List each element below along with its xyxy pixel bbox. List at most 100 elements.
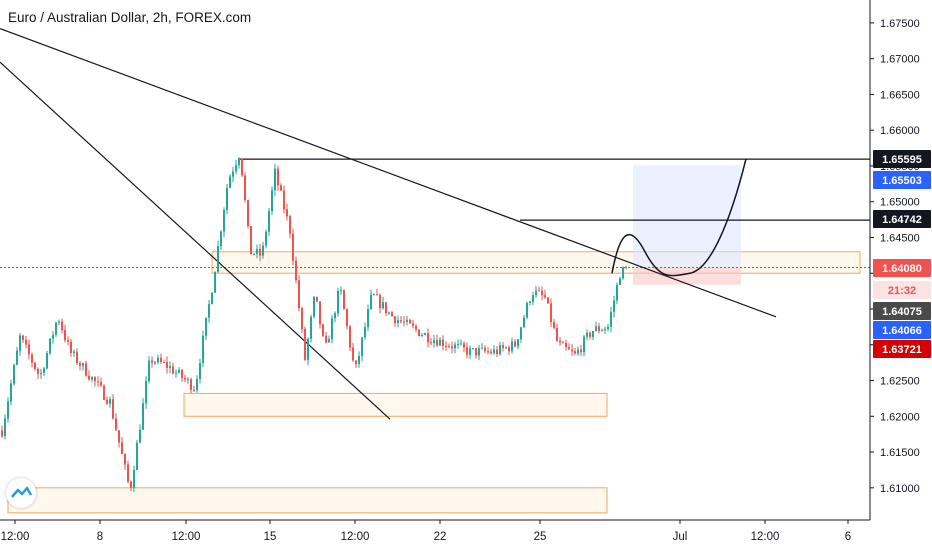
candle-body xyxy=(61,321,63,330)
candle-body xyxy=(202,335,204,364)
candle-body xyxy=(463,343,465,348)
candle-body xyxy=(406,319,408,323)
candle-body xyxy=(547,297,549,304)
candle-body xyxy=(610,312,612,327)
candle-body xyxy=(76,351,78,364)
candle-body xyxy=(256,249,258,254)
candle-body xyxy=(181,369,183,378)
position-target-area xyxy=(633,165,741,268)
candle-body xyxy=(487,351,489,353)
x-tick-label: Jul xyxy=(673,531,688,543)
candle-body xyxy=(229,176,231,188)
candle-body xyxy=(409,319,411,324)
candle-body xyxy=(427,333,429,343)
x-tick-label: 8 xyxy=(97,531,103,543)
candle-body xyxy=(136,442,138,471)
candle-body xyxy=(40,372,42,374)
x-tick-label: 22 xyxy=(434,531,447,543)
candle-body xyxy=(310,316,312,339)
candle-body xyxy=(358,355,360,365)
candle-body xyxy=(580,349,582,353)
trendline xyxy=(0,28,777,318)
candle-body xyxy=(79,363,81,366)
candle-body xyxy=(7,401,9,419)
candle-body xyxy=(127,464,129,482)
candle-body xyxy=(64,329,66,341)
y-tick-label: 1.62000 xyxy=(880,411,920,423)
price-label-bg xyxy=(873,210,931,228)
price-label: 1.64075 xyxy=(873,302,931,320)
candle-body xyxy=(436,340,438,346)
candle-body xyxy=(460,343,462,345)
candle-body xyxy=(169,366,171,368)
candle-body xyxy=(232,171,234,177)
candle-body xyxy=(385,302,387,314)
candle-body xyxy=(97,381,99,383)
y-tick-label: 1.66000 xyxy=(880,125,920,137)
candle-body xyxy=(562,342,564,344)
candle-body xyxy=(544,295,546,298)
candle-body xyxy=(49,338,51,354)
candle-body xyxy=(541,290,543,296)
price-label: 1.63721 xyxy=(873,340,931,358)
candle-body xyxy=(349,326,351,348)
candle-body xyxy=(160,357,162,363)
x-tick-label: 25 xyxy=(534,531,547,543)
candle-body xyxy=(55,322,57,335)
candle-body xyxy=(226,187,228,211)
candle-body xyxy=(529,301,531,303)
x-tick-label: 15 xyxy=(264,531,277,543)
candle-body xyxy=(424,333,426,335)
candle-body xyxy=(601,330,603,332)
x-tick-label: 6 xyxy=(845,531,851,543)
candle-body xyxy=(448,346,450,348)
y-tick-label: 1.62500 xyxy=(880,376,920,388)
candle-body xyxy=(172,366,174,374)
candle-body xyxy=(148,360,150,382)
candle-body xyxy=(262,245,264,256)
candle-body xyxy=(367,309,369,328)
candle-body xyxy=(22,335,24,340)
candle-body xyxy=(292,233,294,261)
candle-body xyxy=(268,211,270,232)
candle-body xyxy=(319,301,321,325)
candle-body xyxy=(34,362,36,370)
price-label-bg xyxy=(873,150,931,168)
x-tick-label: 12:00 xyxy=(172,531,201,543)
candle-body xyxy=(352,347,354,361)
tradingview-logo[interactable] xyxy=(6,478,36,508)
candle-body xyxy=(511,341,513,352)
candle-body xyxy=(193,389,195,391)
price-label: 1.65503 xyxy=(873,171,931,189)
candle-body xyxy=(403,321,405,323)
candle-body xyxy=(400,320,402,322)
candle-body xyxy=(604,329,606,331)
candle-body xyxy=(391,312,393,317)
candle-body xyxy=(253,253,255,255)
candle-body xyxy=(337,290,339,314)
candle-body xyxy=(157,357,159,363)
candle-body xyxy=(553,321,555,328)
candle-body xyxy=(373,294,375,296)
candle-body xyxy=(211,292,213,305)
chart-title: Euro / Australian Dollar, 2h, FOREX.com xyxy=(8,10,252,25)
candle-body xyxy=(145,381,147,404)
price-label-bg xyxy=(873,302,931,320)
candle-body xyxy=(220,231,222,247)
tradingview-logo-icon xyxy=(11,486,33,498)
candle-body xyxy=(199,363,201,379)
candle-body xyxy=(550,303,552,322)
price-label-bg xyxy=(873,259,931,277)
price-label-text: 1.64742 xyxy=(882,214,922,226)
candle-body xyxy=(187,379,189,381)
candle-body xyxy=(466,347,468,355)
candle-body xyxy=(103,385,105,400)
candle-body xyxy=(421,334,423,337)
candle-body xyxy=(442,339,444,347)
candle-body xyxy=(439,339,441,346)
candle-body xyxy=(271,190,273,212)
candle-body xyxy=(316,296,318,302)
candle-body xyxy=(277,168,279,186)
candle-body xyxy=(91,377,93,380)
